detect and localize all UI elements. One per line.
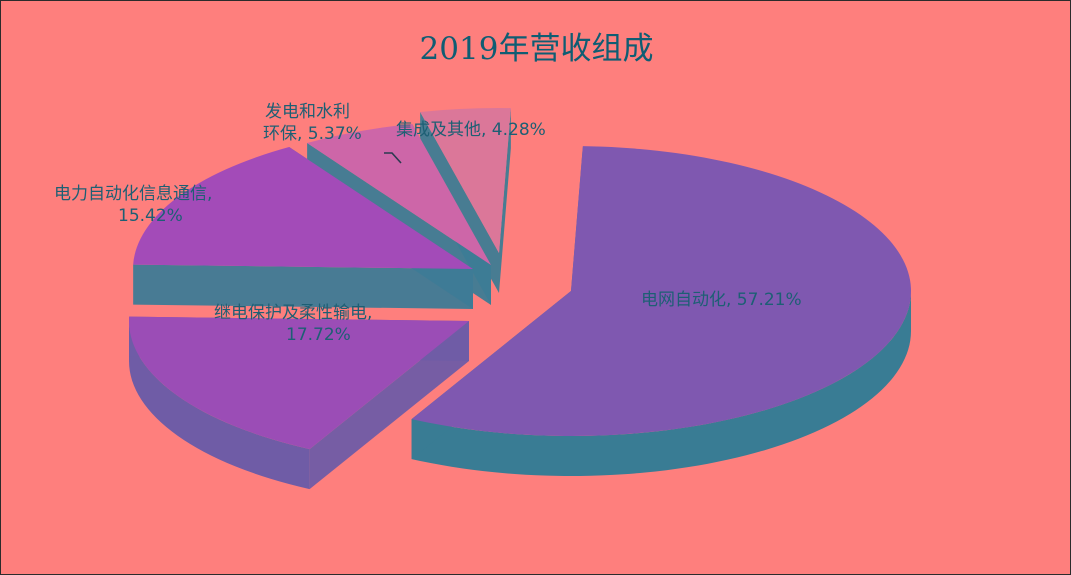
- slice-label-power-hydro-env-name: 发电和水利: [265, 102, 350, 122]
- chart-title: 2019年营收组成: [419, 31, 654, 67]
- slice-label-power-info-comm-pct: 15.42%: [118, 206, 183, 226]
- pie-slice-cut-face-integration-other-1: [499, 108, 511, 293]
- slice-label-power-info-comm: 电力自动化信息通信, 15.42%: [54, 183, 212, 227]
- slice-label-electric-grid-automation: 电网自动化, 57.21%: [641, 290, 802, 310]
- pie-slice-side-electric-grid-automation: [411, 291, 911, 477]
- pie-slice-top-power-info-comm: [133, 147, 474, 269]
- pie-slice-relay-protection: [129, 316, 470, 490]
- slice-label-relay-protection-pct: 17.72%: [286, 325, 351, 345]
- pie-slice-cut-face-power-info-comm-0: [133, 264, 474, 309]
- pie-slice-electric-grid-automation: [411, 146, 911, 477]
- pie-slice-top-electric-grid-automation: [411, 146, 911, 437]
- slice-label-relay-protection-name: 继电保护及柔性输电,: [214, 303, 373, 323]
- slice-label-power-hydro-env-pct: 环保, 5.37%: [263, 124, 362, 144]
- pie-slice-top-relay-protection: [129, 316, 469, 450]
- pie-slice-cut-face-relay-protection-0: [309, 321, 469, 490]
- pie-slice-side-relay-protection: [129, 321, 310, 490]
- pie-slice-top-power-hydro-env: [307, 123, 491, 265]
- pie-slice-power-info-comm: [133, 147, 474, 309]
- pie-slice-top-integration-other: [420, 108, 511, 253]
- leader-line: [384, 152, 402, 164]
- slice-label-relay-protection: 继电保护及柔性输电, 17.72%: [214, 302, 372, 346]
- slice-label-power-hydro-env: 发电和水利 环保, 5.37%: [263, 101, 362, 145]
- slice-label-power-info-comm-name: 电力自动化信息通信,: [54, 184, 213, 204]
- slice-label-integration-other: 集成及其他, 4.28%: [396, 120, 546, 140]
